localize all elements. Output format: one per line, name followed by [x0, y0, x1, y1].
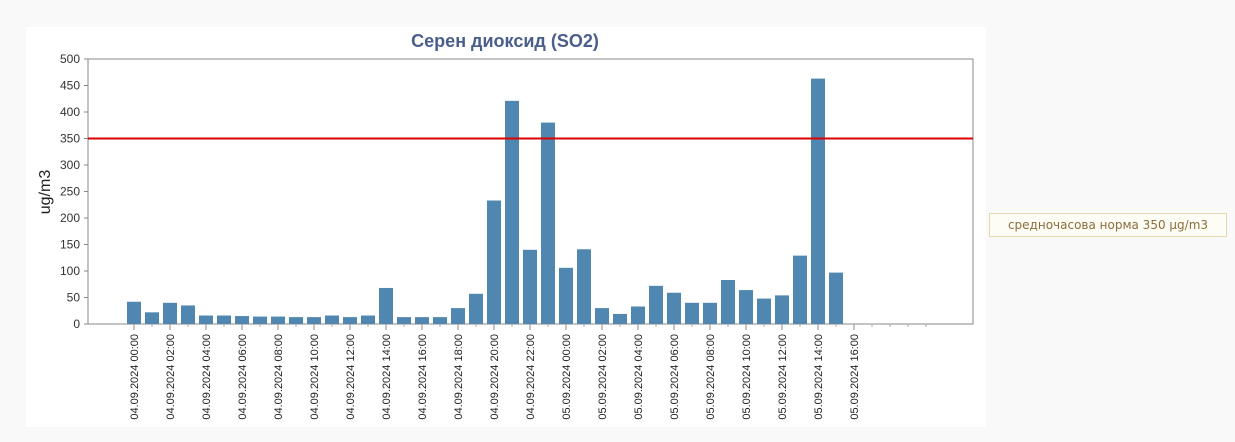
threshold-legend: средночасова норма 350 µg/m3: [989, 213, 1227, 237]
bar: [127, 301, 141, 324]
bar: [541, 122, 555, 324]
bar: [739, 290, 753, 324]
bar: [415, 317, 429, 324]
x-tick-label: 04.09.2024 00:00: [129, 334, 141, 420]
y-tick-label: 350: [60, 132, 80, 146]
bar: [307, 317, 321, 324]
y-tick-label: 250: [60, 185, 80, 199]
y-tick-label: 300: [60, 158, 80, 172]
x-tick-label: 05.09.2024 02:00: [597, 334, 609, 420]
bar: [361, 315, 375, 324]
x-tick-label: 05.09.2024 10:00: [741, 334, 753, 420]
x-tick-label: 04.09.2024 06:00: [237, 334, 249, 420]
x-tick-label: 04.09.2024 08:00: [273, 334, 285, 420]
x-tick-label: 05.09.2024 14:00: [813, 334, 825, 420]
x-tick-label: 05.09.2024 06:00: [669, 334, 681, 420]
y-tick-label: 400: [60, 105, 80, 119]
x-tick-label: 04.09.2024 10:00: [309, 334, 321, 420]
x-tick-label: 04.09.2024 14:00: [381, 334, 393, 420]
y-tick-label: 50: [67, 291, 81, 305]
x-tick-label: 05.09.2024 04:00: [633, 334, 645, 420]
bar: [235, 316, 249, 324]
bar: [487, 200, 501, 324]
y-tick-label: 200: [60, 211, 80, 225]
x-tick-label: 05.09.2024 00:00: [561, 334, 573, 420]
x-tick-label: 04.09.2024 20:00: [489, 334, 501, 420]
bar: [667, 292, 681, 324]
bar: [253, 316, 267, 324]
bar: [397, 317, 411, 324]
x-tick-label: 05.09.2024 16:00: [849, 334, 861, 420]
bar: [379, 287, 393, 324]
bar: [595, 308, 609, 324]
bar: [829, 272, 843, 324]
bar: [811, 78, 825, 324]
bar: [271, 316, 285, 324]
bar: [793, 255, 807, 324]
y-tick-label: 450: [60, 79, 80, 93]
bar: [181, 305, 195, 324]
bar: [613, 313, 627, 324]
bar: [289, 317, 303, 324]
bar: [703, 302, 717, 324]
y-axis-label: ug/m3: [37, 170, 54, 215]
bar: [433, 317, 447, 324]
bar: [217, 315, 231, 324]
bar: [469, 293, 483, 324]
bar: [325, 315, 339, 324]
x-tick-label: 05.09.2024 08:00: [705, 334, 717, 420]
x-tick-label: 05.09.2024 12:00: [777, 334, 789, 420]
x-tick-label: 04.09.2024 04:00: [201, 334, 213, 420]
bar: [577, 249, 591, 324]
x-tick-label: 04.09.2024 18:00: [453, 334, 465, 420]
x-tick-label: 04.09.2024 12:00: [345, 334, 357, 420]
y-tick-label: 0: [73, 317, 80, 331]
y-tick-label: 500: [60, 52, 80, 66]
bar: [757, 298, 771, 324]
chart-title: Серен диоксид (SO2): [411, 31, 599, 51]
bar: [685, 302, 699, 324]
bar: [163, 302, 177, 324]
bar: [505, 100, 519, 325]
bar: [559, 267, 573, 324]
x-tick-label: 04.09.2024 02:00: [165, 334, 177, 420]
bar: [721, 280, 735, 324]
bar: [649, 285, 663, 324]
bar: [343, 317, 357, 324]
x-tick-label: 04.09.2024 16:00: [417, 334, 429, 420]
bar: [145, 312, 159, 324]
x-tick-label: 04.09.2024 22:00: [525, 334, 537, 420]
bar: [523, 249, 537, 324]
bar: [775, 295, 789, 324]
bar: [199, 315, 213, 324]
so2-chart: Серен диоксид (SO2) ug/m3 0 50 100 150 200 25…: [37, 31, 974, 420]
y-tick-label: 100: [60, 264, 80, 278]
bar: [451, 308, 465, 324]
y-tick-label: 150: [60, 238, 80, 252]
bar: [631, 306, 645, 324]
chart-card: Серен диоксид (SO2) ug/m3 0 50 100 150 200 25…: [26, 27, 986, 427]
